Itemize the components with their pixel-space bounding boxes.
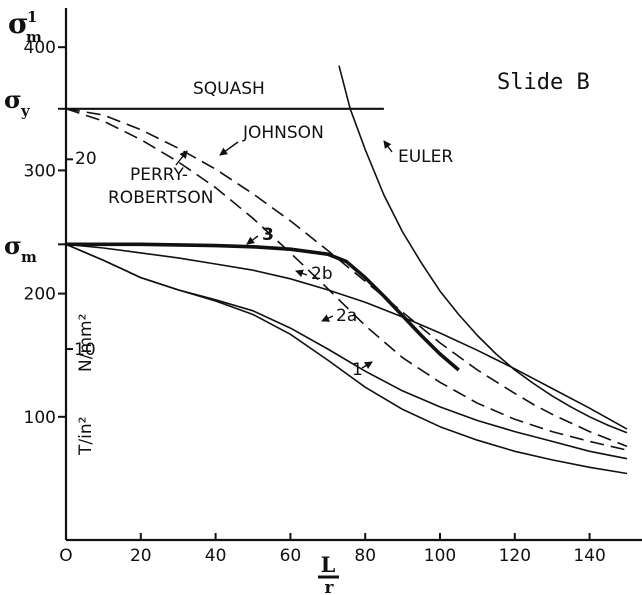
y-level-sigma-m-sub: m [21, 248, 37, 266]
y-tick-label-200: 200 [24, 285, 56, 305]
y-tick-label-400: 400 [24, 38, 56, 58]
curve-label-1: 1 [352, 360, 363, 380]
y-tick-label-300: 300 [24, 161, 56, 181]
series-line-2b [65, 243, 628, 430]
x-tick-label-20: 20 [130, 546, 152, 566]
x-tick-label-0: O [59, 546, 72, 566]
secondary-unit-bottom: T/in² [76, 417, 96, 456]
arrow-3 [246, 235, 259, 245]
y-level-sigma-y: σ y [4, 85, 31, 120]
series-layer [65, 65, 628, 475]
x-tick-label-100: 100 [424, 546, 456, 566]
series-line-2a [65, 243, 628, 460]
series-line-3 [66, 242, 460, 372]
x-tick-label-40: 40 [205, 546, 227, 566]
arrow-johnson [219, 141, 239, 156]
y-level-sigma-y-symbol: σ [4, 85, 22, 114]
secondary-tick-label-20: 20 [75, 149, 97, 169]
x-axis-label-numerator: L [321, 552, 336, 577]
y-axis-label-sup: 1 [27, 8, 37, 26]
x-axis-label-denominator: r [325, 578, 335, 595]
curve-label-perry: PERRY- [130, 165, 188, 185]
y-level-sigma-y-sub: y [20, 102, 31, 120]
arrow-perry-robertson [175, 150, 188, 166]
curve-label-johnson: JOHNSON [242, 123, 324, 143]
slide-annotation: Slide B [497, 70, 590, 95]
x-tick-label-80: 80 [354, 546, 376, 566]
curve-label-squash: SQUASH [193, 79, 265, 99]
y-axis-label-symbol: σ [8, 7, 29, 40]
series-line-euler [338, 65, 628, 434]
x-tick-label-120: 120 [499, 546, 531, 566]
curve-label-3: 3 [262, 225, 274, 245]
arrow-euler [383, 140, 393, 153]
curve-label-2b: 2b [311, 264, 333, 284]
y-axis-label-sub: m [26, 28, 42, 46]
label-arrows [175, 140, 393, 370]
curve-label-2a: 2a [336, 306, 357, 326]
series-line-perry-robertson [65, 108, 628, 451]
secondary-unit-top: N/mm² [76, 314, 96, 372]
series-line-1 [65, 243, 628, 475]
arrow-2a [321, 314, 334, 322]
x-tick-label-60: 60 [280, 546, 302, 566]
x-axis-label: L r [318, 552, 339, 595]
y-level-sigma-m: σ m [4, 231, 37, 266]
y-level-sigma-m-symbol: σ [4, 231, 22, 260]
arrow-2b [295, 269, 308, 278]
y-tick-label-100: 100 [24, 408, 56, 428]
series-line-johnson [65, 108, 628, 448]
curve-label-euler: EULER [398, 147, 453, 167]
x-tick-label-140: 140 [573, 546, 605, 566]
y-axis-label: σ m 1 [8, 7, 42, 46]
curve-label-robertson: ROBERTSON [108, 188, 213, 208]
arrow-1 [361, 361, 373, 370]
secondary-tick-label-10: 10 [74, 340, 96, 360]
